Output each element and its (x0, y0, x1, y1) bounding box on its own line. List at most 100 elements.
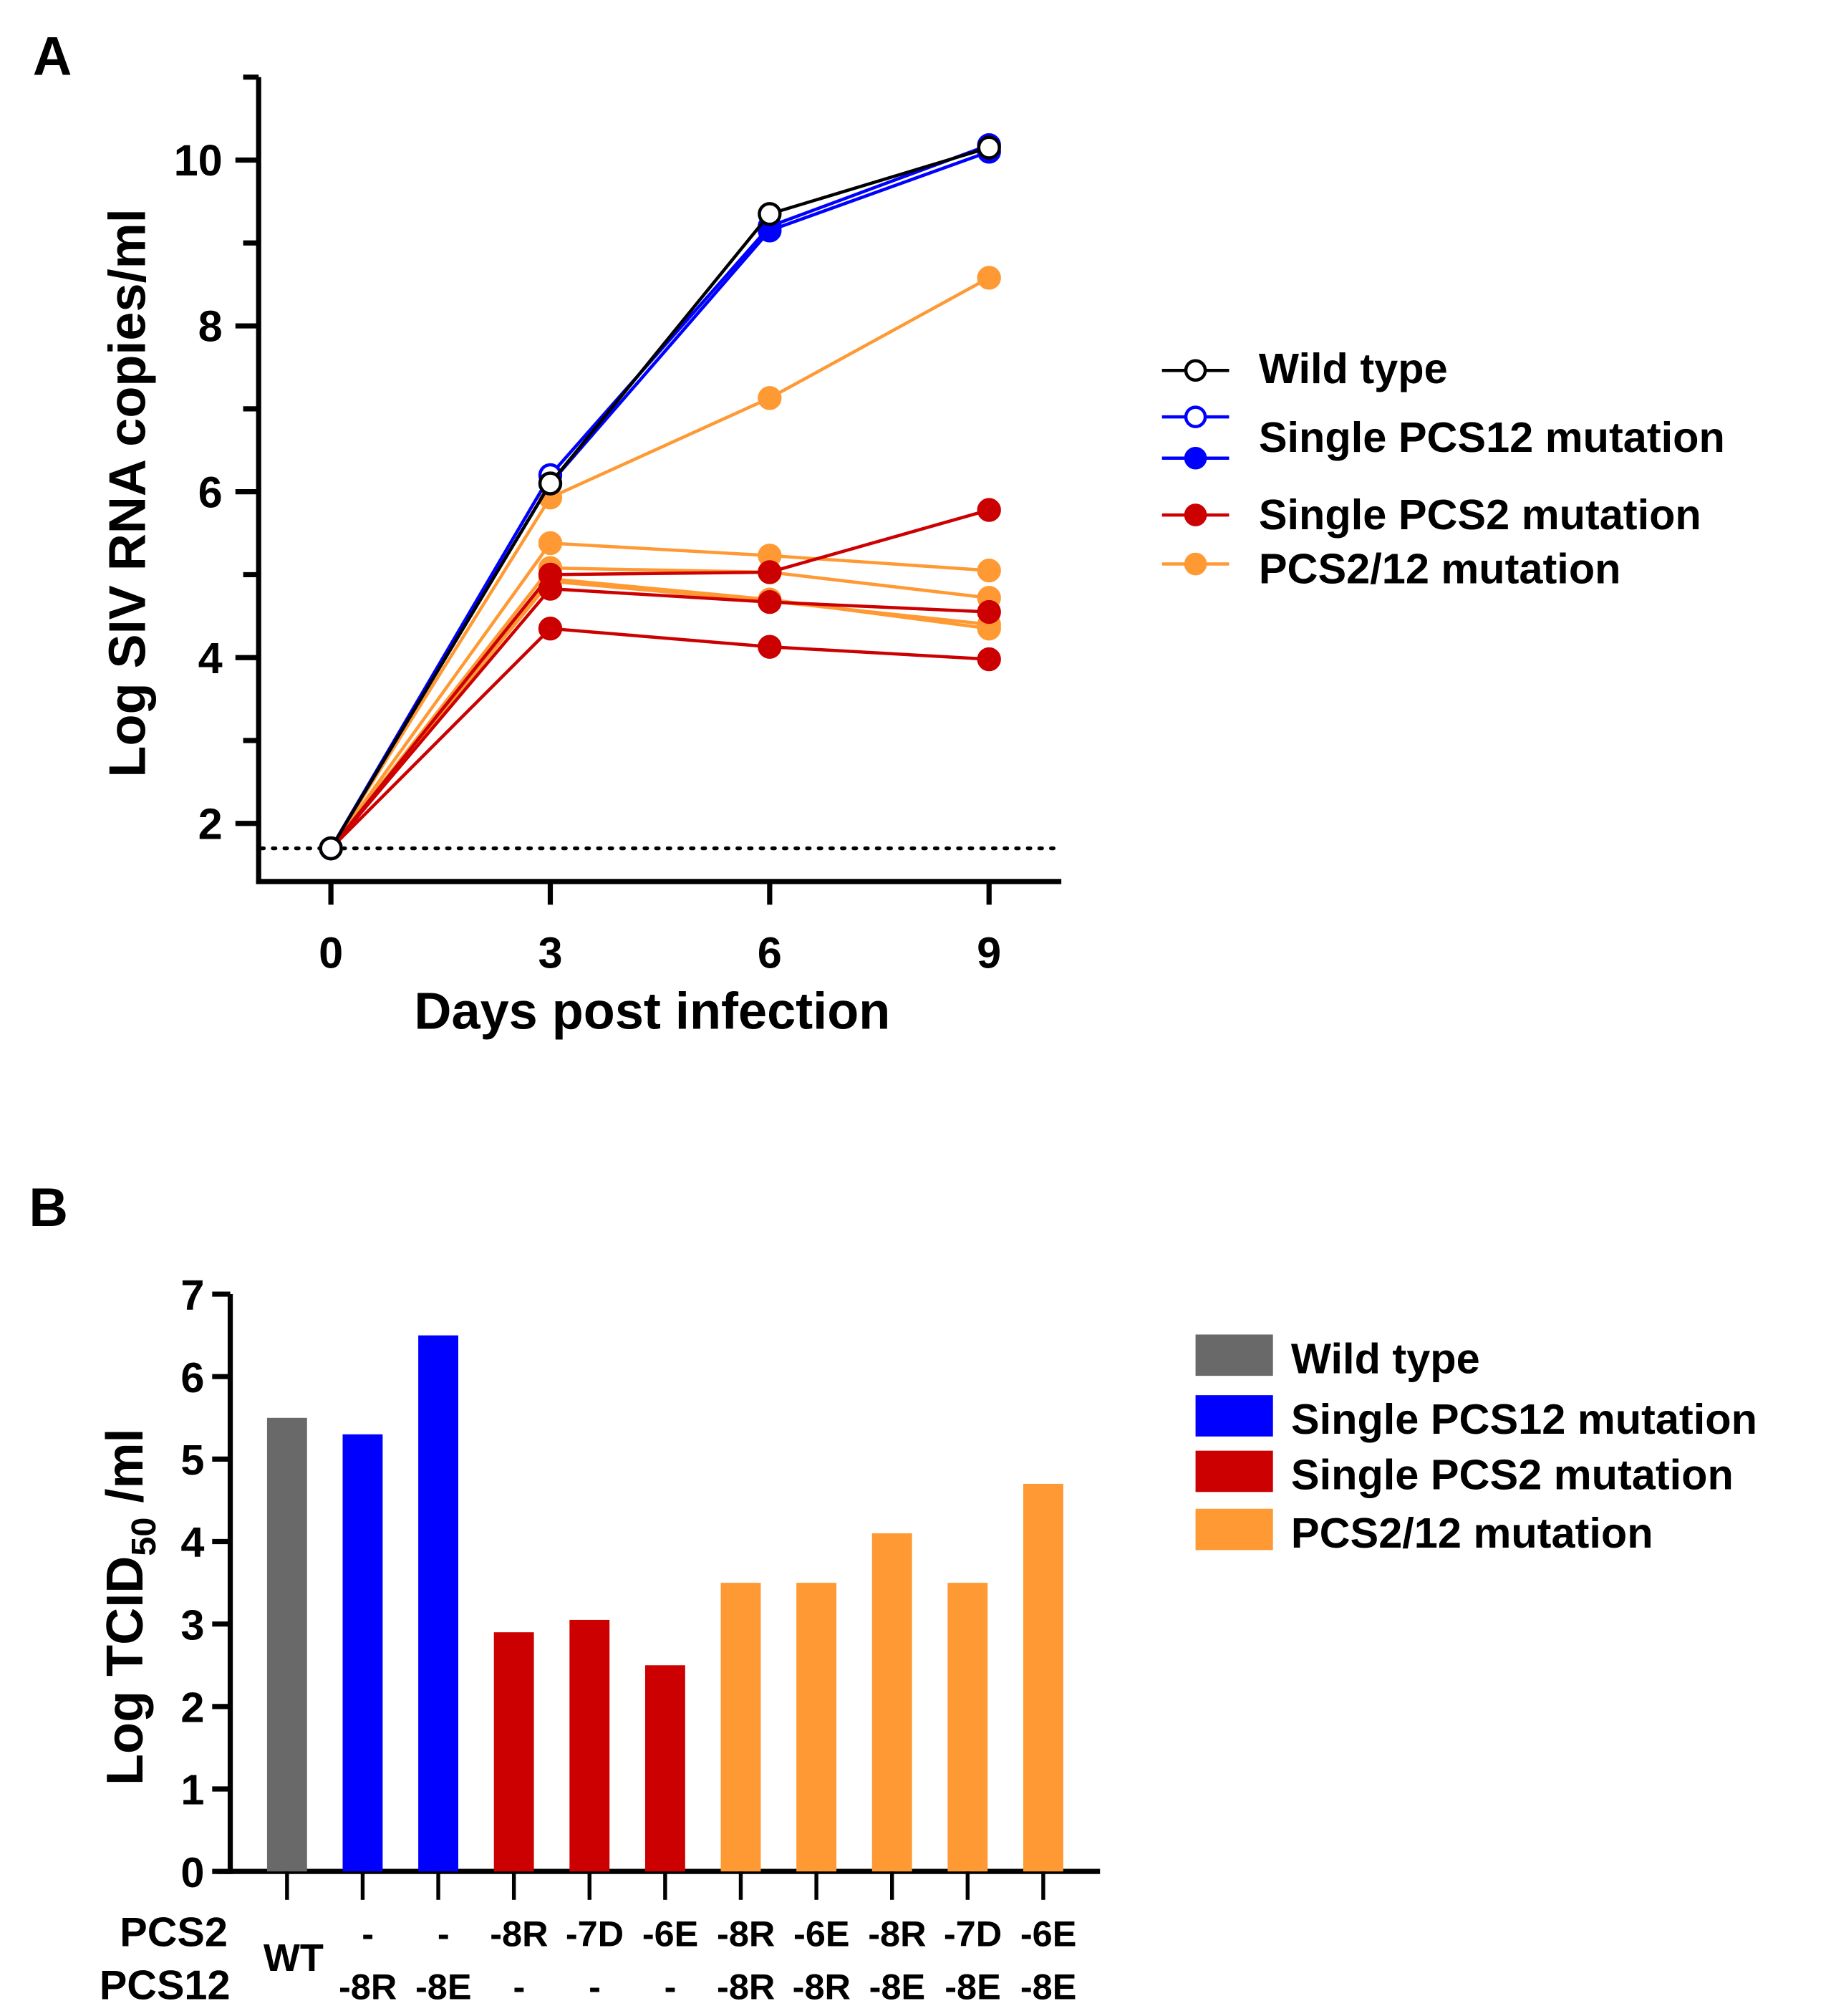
x-label-pcs2: -6E (1020, 1914, 1077, 1954)
x-label-pcs2: -8R (490, 1914, 548, 1954)
y-tick-label: 4 (198, 634, 223, 683)
legend-swatch (1195, 1450, 1273, 1492)
bar (796, 1583, 837, 1872)
series-line (329, 143, 990, 849)
legend-marker (1184, 405, 1207, 428)
data-point (758, 589, 782, 614)
series-line (329, 508, 990, 849)
x-label-pcs12: -8E (945, 1967, 1001, 2007)
legend-swatch (1195, 1334, 1273, 1376)
legend-marker (1184, 503, 1207, 526)
x-label-pcs12: -8R (793, 1967, 851, 2007)
data-point (977, 558, 1001, 583)
bar (644, 1665, 685, 1872)
y-tick-label: 0 (180, 1848, 204, 1896)
series-line (329, 150, 990, 849)
chart-b-y-axis-label: Log TCID50 /ml (97, 1428, 163, 1785)
y-tick-label: 2 (198, 799, 223, 848)
x-tick-label: 3 (538, 929, 562, 978)
data-point (977, 498, 1001, 522)
chart-b: Log TCID50 /ml PCS2 PCS12 01234567WT--8R… (97, 1271, 1757, 2009)
x-label-pcs12: -8R (717, 1967, 775, 2007)
bar (871, 1533, 912, 1872)
x-label-pcs12: -8E (415, 1967, 472, 2007)
data-point (538, 617, 563, 641)
legend-label: Single PCS12 mutation (1259, 413, 1725, 461)
legend-marker (1184, 552, 1207, 576)
y-tick-label: 6 (180, 1354, 204, 1402)
series-line (329, 627, 990, 850)
x-label-pcs2: - (362, 1914, 374, 1954)
y-tick-label: 3 (180, 1601, 204, 1649)
bar (266, 1417, 307, 1872)
x-tick-label: 0 (319, 929, 343, 978)
x-tick-label: 6 (758, 929, 782, 978)
chart-a-y-axis-label: Log SIV RNA copies/ml (100, 208, 157, 777)
legend-marker (1184, 359, 1207, 382)
x-label-pcs2: -6E (793, 1914, 850, 1954)
series-line (329, 566, 990, 849)
x-label-pcs2: - (438, 1914, 450, 1954)
data-point (977, 266, 1001, 290)
chart-a-x-axis-label: Days post infection (414, 983, 890, 1040)
y-tick-label: 2 (180, 1683, 204, 1731)
legend-swatch (1195, 1508, 1273, 1550)
x-label-wt: WT (264, 1937, 324, 1979)
bar (569, 1619, 610, 1872)
x-label-pcs12: -8R (339, 1967, 397, 2007)
series-line (329, 587, 990, 849)
legend-label: PCS2/12 mutation (1259, 545, 1621, 593)
series-line (329, 541, 990, 849)
row-label-pcs12: PCS12 (100, 1963, 231, 2009)
x-label-pcs12: - (513, 1967, 525, 2007)
y-tick-label: 5 (180, 1436, 204, 1484)
chart-a: Days post infection Log SIV RNA copies/m… (100, 74, 1725, 1040)
legend-label: Single PCS2 mutation (1291, 1451, 1734, 1499)
x-label-pcs12: - (665, 1967, 677, 2007)
x-label-pcs2: -7D (944, 1914, 1002, 1954)
y-tick-label: 4 (180, 1518, 204, 1566)
legend-label: Single PCS12 mutation (1291, 1395, 1757, 1443)
y-tick-label: 7 (180, 1271, 204, 1319)
data-point (538, 577, 563, 601)
legend-label: Single PCS2 mutation (1259, 491, 1701, 539)
bar (418, 1335, 458, 1872)
series-line (329, 276, 990, 849)
legend-marker (1184, 447, 1207, 470)
data-point (758, 635, 782, 659)
data-point (758, 560, 782, 584)
x-tick-label: 9 (977, 929, 1001, 978)
legend-label: Wild type (1259, 344, 1448, 392)
y-tick-label: 10 (174, 136, 223, 185)
x-label-pcs2: -8R (717, 1914, 775, 1954)
y-tick-label: 6 (198, 468, 223, 516)
bar (1023, 1483, 1063, 1872)
legend-label: PCS2/12 mutation (1291, 1509, 1653, 1557)
y-tick-label: 8 (198, 302, 223, 351)
legend-label: Wild type (1291, 1335, 1480, 1383)
bar (720, 1583, 761, 1872)
data-point (977, 599, 1001, 624)
bar (342, 1434, 383, 1872)
data-point (319, 836, 343, 861)
legend-swatch (1195, 1395, 1273, 1437)
x-label-pcs2: -6E (642, 1914, 699, 1954)
series-line (329, 145, 990, 849)
data-point (758, 202, 782, 226)
series-line (329, 579, 990, 849)
x-label-pcs12: -8E (869, 1967, 926, 2007)
panel-label-b: B (29, 1177, 68, 1238)
x-label-pcs12: - (589, 1967, 601, 2007)
row-label-pcs2: PCS2 (120, 1910, 228, 1956)
bar (947, 1583, 988, 1872)
y-tick-label: 1 (180, 1766, 204, 1814)
data-point (977, 135, 1001, 160)
x-label-pcs2: -7D (566, 1914, 624, 1954)
bar (493, 1632, 534, 1872)
x-label-pcs2: -8R (868, 1914, 926, 1954)
data-point (758, 386, 782, 410)
x-label-pcs12: -8E (1020, 1967, 1077, 2007)
data-point (538, 471, 563, 496)
data-point (977, 647, 1001, 672)
